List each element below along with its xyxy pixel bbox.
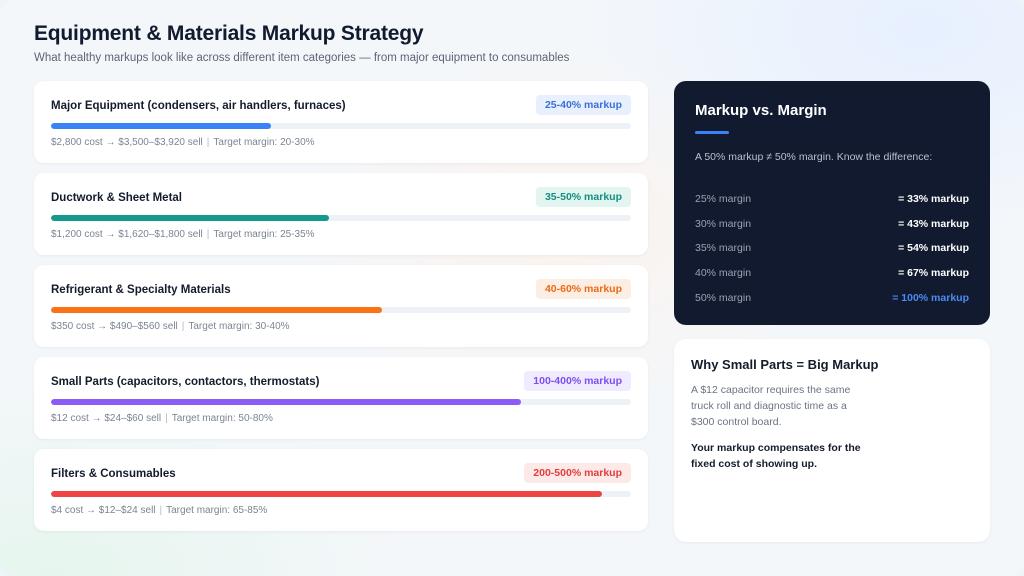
markup-bar-fill	[51, 491, 602, 497]
markup-bar-track	[51, 215, 631, 221]
margin-value: 25% margin	[695, 193, 752, 205]
markup-badge: 200-500% markup	[524, 463, 631, 483]
markup-value: = 33% markup	[898, 193, 969, 205]
category-card-refrigerant: Refrigerant & Specialty Materials 40-60%…	[34, 265, 648, 347]
margin-value: 50% margin	[695, 292, 752, 304]
cost-text: $350 cost → $490–$560 sell	[51, 321, 178, 332]
page-subtitle: What healthy markups look like across di…	[34, 52, 570, 64]
markup-value: = 54% markup	[898, 242, 969, 254]
markup-bar-fill	[51, 399, 521, 405]
category-card-small-parts: Small Parts (capacitors, contactors, the…	[34, 357, 648, 439]
margin-value: 35% margin	[695, 242, 752, 254]
panel-title: Markup vs. Margin	[695, 102, 827, 119]
note-emphasis: Your markup compensates for the fixed co…	[691, 442, 861, 470]
target-margin-text: Target margin: 25-35%	[213, 229, 315, 240]
conversion-row: 40% margin = 67% markup	[695, 267, 969, 283]
markup-bar-fill	[51, 123, 272, 129]
note-body: A $12 capacitor requires the same truck …	[691, 384, 851, 428]
markup-bar-track	[51, 491, 631, 497]
small-parts-note-panel: Why Small Parts = Big Markup A $12 capac…	[674, 339, 990, 542]
markup-value: = 43% markup	[898, 218, 969, 230]
category-name: Refrigerant & Specialty Materials	[51, 284, 231, 296]
target-margin-text: Target margin: 50-80%	[171, 413, 273, 424]
cost-text: $12 cost → $24–$60 sell	[51, 413, 162, 424]
category-name: Ductwork & Sheet Metal	[51, 192, 182, 204]
cost-text: $4 cost → $12–$24 sell	[51, 505, 156, 516]
markup-bar-fill	[51, 215, 330, 221]
page-title: Equipment & Materials Markup Strategy	[34, 22, 424, 45]
conversion-row-highlight: 50% margin = 100% markup	[695, 292, 969, 308]
markup-badge: 100-400% markup	[524, 371, 631, 391]
target-margin-text: Target margin: 65-85%	[166, 505, 268, 516]
cost-info: $2,800 cost → $3,500–$3,920 sell | Target …	[51, 137, 315, 148]
markup-badge: 40-60% markup	[535, 279, 631, 299]
markup-bar-track	[51, 399, 631, 405]
margin-value: 30% margin	[695, 218, 752, 230]
cost-info: $12 cost → $24–$60 sell | Target margin: 5…	[51, 413, 273, 424]
cost-text: $1,200 cost → $1,620–$1,800 sell	[51, 229, 203, 240]
note-title: Why Small Parts = Big Markup	[691, 357, 879, 372]
cost-info: $4 cost → $12–$24 sell | Target margin: 65…	[51, 505, 268, 516]
markup-value: = 67% markup	[898, 267, 969, 279]
markup-badge: 35-50% markup	[535, 187, 631, 207]
markup-bar-track	[51, 123, 631, 129]
markup-badge: 25-40% markup	[535, 95, 631, 115]
title-accent-rule	[695, 131, 729, 134]
margin-value: 40% margin	[695, 267, 752, 279]
category-card-major-equipment: Major Equipment (condensers, air handler…	[34, 81, 648, 163]
target-margin-text: Target margin: 30-40%	[188, 321, 290, 332]
target-margin-text: Target margin: 20-30%	[213, 137, 315, 148]
conversion-row: 35% margin = 54% markup	[695, 242, 969, 258]
category-name: Small Parts (capacitors, contactors, the…	[51, 376, 320, 388]
conversion-row: 30% margin = 43% markup	[695, 218, 969, 234]
category-card-filters: Filters & Consumables 200-500% markup $4…	[34, 449, 648, 531]
markup-value: = 100% markup	[892, 292, 969, 304]
cost-info: $1,200 cost → $1,620–$1,800 sell | Target …	[51, 229, 315, 240]
conversion-row: 25% margin = 33% markup	[695, 193, 969, 209]
panel-intro: A 50% markup ≠ 50% margin. Know the diff…	[695, 151, 933, 163]
markup-vs-margin-panel: Markup vs. Margin A 50% markup ≠ 50% mar…	[674, 81, 990, 325]
cost-info: $350 cost → $490–$560 sell | Target margin…	[51, 321, 290, 332]
cost-text: $2,800 cost → $3,500–$3,920 sell	[51, 137, 203, 148]
markup-bar-fill	[51, 307, 382, 313]
markup-bar-track	[51, 307, 631, 313]
category-name: Filters & Consumables	[51, 468, 176, 480]
category-card-ductwork: Ductwork & Sheet Metal 35-50% markup $1,…	[34, 173, 648, 255]
category-name: Major Equipment (condensers, air handler…	[51, 100, 346, 112]
